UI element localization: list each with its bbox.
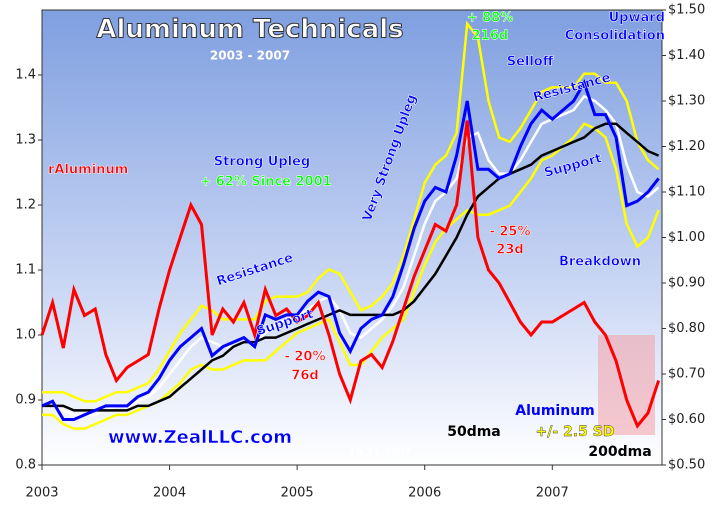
x-tick-label: 2005: [281, 486, 314, 501]
chart-title: Aluminum Technicals: [96, 15, 403, 45]
y2-tick-label: $0.70: [668, 367, 705, 382]
y2-tick-label: $1.00: [668, 230, 705, 245]
highlight: [598, 335, 655, 435]
annotation: 10.31.2007: [348, 447, 411, 458]
legend-entry: 200dma: [588, 444, 651, 460]
annotation: + 62% Since 2001: [200, 175, 331, 190]
y-tick-label: 1.0: [15, 328, 36, 343]
series-line: [40, 120, 661, 429]
annotation: Strong Upleg: [214, 155, 310, 170]
x-tick-label: 2006: [408, 486, 441, 501]
legend-entry: +/- 2.5 SD: [536, 424, 615, 440]
y-tick-label: 1.2: [15, 198, 36, 213]
annotation: www.ZealLLC.com: [108, 427, 292, 448]
series-line: [42, 122, 660, 430]
y2-tick-label: $1.10: [668, 185, 705, 200]
y-tick-label: 1.4: [15, 68, 36, 83]
y-tick-label: 0.9: [15, 393, 36, 408]
annotation: 23d: [496, 243, 523, 258]
y2-tick-label: $1.40: [668, 48, 705, 63]
y2-tick-label: $0.90: [668, 276, 705, 291]
chart-subtitle: 2003 - 2007: [210, 49, 290, 63]
series-line: [41, 79, 660, 421]
y2-tick-label: $0.80: [668, 321, 705, 336]
annotation: + 88%: [467, 11, 514, 26]
y-tick-label: 0.8: [15, 458, 36, 473]
y-tick-label: 1.3: [15, 133, 36, 148]
annotation: 216d: [472, 29, 508, 44]
annotation: Upward: [609, 11, 665, 26]
annotation: - 20%: [284, 350, 325, 365]
series-line: [42, 20, 660, 403]
y2-tick-label: $1.30: [668, 94, 705, 109]
x-tick-label: 2004: [153, 486, 186, 501]
annotation: Breakdown: [559, 255, 641, 270]
annotation: Consolidation: [565, 29, 665, 44]
series-line: [42, 122, 660, 412]
y2-tick-label: $0.60: [668, 412, 705, 427]
annotation: - 25%: [489, 225, 530, 240]
annotation: Selloff: [507, 55, 554, 70]
x-tick-label: 2003: [25, 486, 58, 501]
y2-tick-label: $1.50: [668, 3, 705, 18]
annotation: 76d: [291, 369, 318, 384]
x-tick-label: 2007: [536, 486, 569, 501]
y-tick-label: 1.1: [15, 263, 36, 278]
legend-entry: 50dma: [447, 424, 501, 440]
y2-tick-label: $0.50: [668, 458, 705, 473]
legend-entry: Aluminum: [515, 403, 595, 419]
y2-tick-label: $1.20: [668, 139, 705, 154]
annotation: rAluminum: [48, 163, 128, 178]
